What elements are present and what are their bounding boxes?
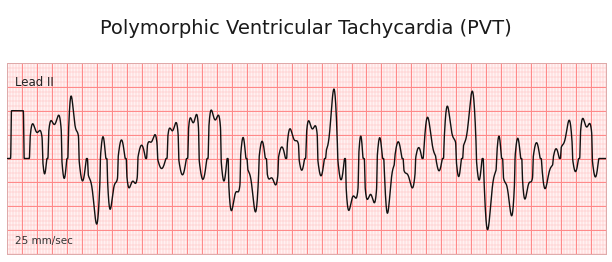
Text: Polymorphic Ventricular Tachycardia (PVT): Polymorphic Ventricular Tachycardia (PVT…: [100, 19, 512, 38]
Text: 25 mm/sec: 25 mm/sec: [15, 237, 72, 247]
Text: Lead II: Lead II: [15, 76, 53, 89]
